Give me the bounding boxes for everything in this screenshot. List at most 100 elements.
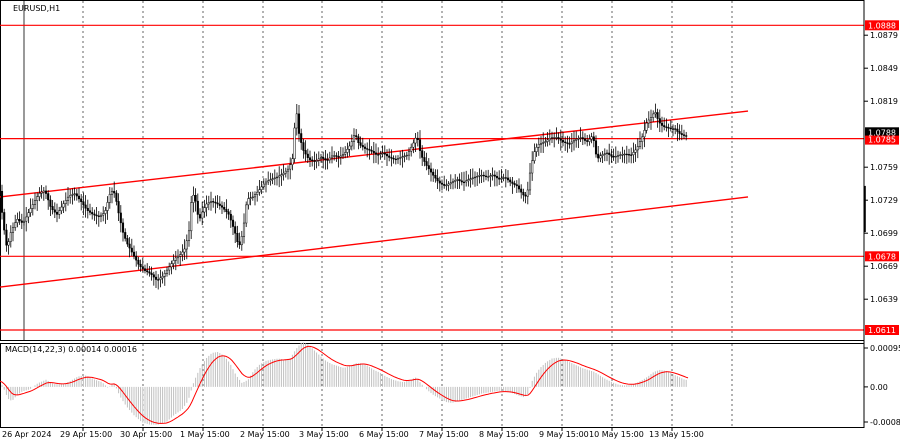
symbol-label: EURUSD,H1 (13, 4, 60, 13)
candle-body-35 (77, 195, 81, 200)
candle-body-281 (619, 154, 622, 156)
candles (0, 103, 866, 290)
candle-body-152 (335, 155, 338, 157)
candle-body-62 (137, 259, 140, 265)
candle-body-12 (27, 212, 30, 218)
candle-body-27 (60, 206, 63, 211)
candle-body-75 (165, 269, 169, 274)
candle-body-172 (379, 153, 382, 155)
candle-body-200 (440, 182, 444, 185)
candle-body-244 (537, 143, 540, 148)
candle-body-223 (491, 174, 494, 177)
candle-body-30 (66, 196, 70, 201)
time-tick-label-9: 9 May 15:00 (539, 430, 589, 439)
candle-body-50 (110, 190, 114, 195)
candle-body-166 (366, 148, 369, 150)
macd-signal-line (0, 345, 689, 424)
candle-body-57 (126, 238, 129, 245)
candle-body-139 (306, 153, 309, 158)
candle-body-298 (656, 112, 659, 119)
time-tick-label-7: 7 May 15:00 (419, 430, 469, 439)
candle-body-213 (469, 178, 472, 180)
candle-body-142 (313, 160, 316, 162)
candle-body-191 (421, 150, 424, 158)
candle-body-254 (559, 138, 562, 141)
candle-body-19 (42, 190, 45, 193)
macd-label: MACD(14,22,3) 0.00014 0.00016 (5, 345, 137, 354)
candle-body-15 (33, 200, 37, 205)
candle-body-134 (295, 113, 298, 129)
candle-body-115 (253, 194, 257, 198)
candle-body-14 (31, 204, 34, 209)
candle-body-92 (203, 207, 206, 213)
candle-body-0 (0, 191, 4, 213)
candle-body-68 (150, 272, 153, 275)
candle-body-243 (535, 147, 538, 152)
candle-body-38 (84, 204, 87, 209)
candle-body-239 (526, 189, 529, 197)
candle-body-170 (374, 152, 378, 155)
candle-body-306 (674, 128, 677, 130)
candle-body-18 (40, 191, 43, 194)
candle-body-264 (581, 137, 584, 140)
candle-body-103 (227, 211, 230, 215)
candle-body-297 (654, 112, 657, 115)
candle-body-124 (273, 177, 276, 179)
candle-body-299 (658, 118, 661, 124)
candle-body-21 (47, 193, 50, 201)
candle-body-301 (663, 125, 666, 128)
candle-body-276 (608, 152, 611, 155)
candle-body-294 (647, 119, 650, 124)
candle-body-228 (502, 177, 505, 179)
price-pane-border (0, 0, 865, 341)
candle-body-252 (555, 137, 558, 139)
current-price-tag-bg (865, 127, 899, 138)
candle-body-80 (176, 255, 180, 259)
candle-body-269 (592, 136, 595, 141)
candle-body-173 (381, 152, 384, 155)
candle-body-101 (223, 206, 226, 210)
candle-body-310 (682, 134, 686, 136)
candle-body-206 (454, 179, 457, 182)
candle-body-164 (361, 145, 364, 148)
candle-body-88 (194, 195, 197, 202)
candle-body-188 (414, 137, 417, 144)
time-tick-label-3: 1 May 15:00 (180, 430, 230, 439)
candle-body-43 (95, 214, 98, 217)
time-tick-label-2: 30 Apr 15:00 (120, 430, 172, 439)
candle-body-274 (603, 153, 606, 155)
candle-body-165 (363, 146, 367, 149)
candle-body-208 (458, 179, 461, 182)
candle-body-201 (443, 184, 446, 186)
candle-body-113 (249, 197, 252, 199)
level-tag-bg-2 (865, 251, 899, 262)
candle-body-90 (198, 214, 202, 219)
candle-body-180 (396, 158, 400, 160)
candle-body-45 (99, 214, 103, 217)
candle-body-59 (130, 247, 133, 253)
candle-body-248 (546, 139, 549, 142)
candle-body-44 (97, 215, 100, 217)
candle-body-235 (517, 185, 521, 190)
candle-body-260 (572, 140, 576, 143)
candle-body-161 (355, 135, 358, 137)
candle-body-116 (256, 191, 259, 195)
candle-body-246 (542, 142, 545, 144)
candle-body-196 (432, 171, 435, 176)
candle-body-186 (410, 146, 413, 152)
candle-body-159 (350, 141, 353, 147)
candle-body-226 (498, 177, 501, 180)
candle-body-120 (264, 181, 268, 185)
candle-body-151 (333, 155, 336, 157)
level-tag-2: 1.0678 (868, 252, 896, 261)
candle-body-221 (487, 176, 490, 178)
candle-body-195 (429, 168, 433, 173)
candle-body-178 (392, 157, 395, 160)
candle-body-55 (121, 222, 125, 233)
candle-body-293 (645, 122, 648, 131)
candle-body-36 (80, 198, 83, 202)
candle-body-49 (108, 194, 111, 203)
candle-body-300 (660, 122, 664, 126)
candle-body-237 (522, 191, 525, 196)
